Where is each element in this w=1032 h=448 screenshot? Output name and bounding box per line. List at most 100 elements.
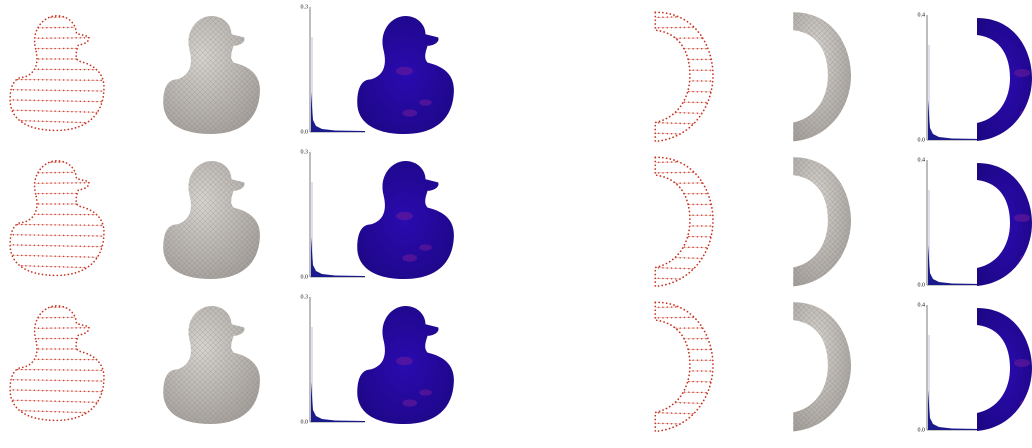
scan-lines bbox=[5, 306, 107, 424]
point-cloud bbox=[5, 306, 107, 424]
scan-line-thin bbox=[5, 110, 107, 113]
error-fill bbox=[977, 163, 1032, 286]
scan-lines bbox=[5, 16, 107, 134]
hist-min-label: 0.0 bbox=[918, 282, 926, 288]
scan-line-thin bbox=[5, 359, 107, 360]
scan-lines bbox=[650, 305, 755, 426]
scan-line-thin bbox=[5, 38, 107, 39]
error-spot bbox=[402, 399, 417, 406]
scan-line-thin bbox=[5, 380, 107, 382]
error-spot bbox=[987, 331, 997, 336]
hist-max-label: 0.4 bbox=[918, 302, 926, 308]
error-spot bbox=[396, 357, 413, 365]
point-cloud bbox=[5, 16, 107, 134]
error-spot bbox=[368, 182, 379, 187]
scan-line-thin bbox=[650, 15, 755, 17]
scan-line-thin bbox=[650, 278, 755, 282]
error-map bbox=[357, 161, 454, 279]
hist-bars bbox=[311, 237, 365, 277]
scan-lines bbox=[5, 161, 107, 279]
scan-line-thin bbox=[650, 171, 755, 173]
scan-line-thin bbox=[5, 420, 107, 424]
scan-line-thin bbox=[650, 122, 755, 125]
error-spot bbox=[1014, 69, 1030, 77]
figure-row: 0.30.00.40.0 bbox=[5, 4, 1032, 143]
error-spot bbox=[419, 389, 432, 395]
scan-line-thin bbox=[650, 257, 755, 260]
scan-line-thin bbox=[650, 392, 755, 394]
error-map bbox=[357, 306, 454, 424]
hist-min-label: 0.0 bbox=[918, 137, 926, 143]
scan-line-thin bbox=[650, 305, 755, 307]
scan-line-thin bbox=[5, 338, 107, 339]
scan-line-thin bbox=[650, 70, 755, 71]
mesh-wire bbox=[793, 302, 851, 431]
mesh bbox=[793, 12, 851, 141]
error-spot bbox=[396, 212, 413, 220]
mesh bbox=[163, 16, 260, 134]
hist-bars bbox=[928, 100, 982, 140]
mesh bbox=[163, 306, 260, 424]
error-map bbox=[977, 163, 1032, 286]
scan-line-thin bbox=[5, 100, 107, 102]
error-spot bbox=[987, 186, 997, 191]
mesh-wire bbox=[163, 161, 260, 279]
scan-line-thin bbox=[5, 193, 107, 194]
figure-row: 0.3 0.0 0.4 0.0 bbox=[5, 149, 1032, 288]
hist-max-label: 0.4 bbox=[918, 12, 926, 18]
hist-min-label: 0.0 bbox=[918, 427, 926, 433]
error-spot bbox=[419, 244, 432, 250]
hist-min-label: 0.0 bbox=[301, 274, 309, 280]
point-cloud bbox=[5, 161, 107, 279]
scan-line-thin bbox=[650, 371, 755, 372]
outline-points bbox=[10, 306, 104, 421]
mesh bbox=[793, 157, 851, 286]
scan-line-thin bbox=[5, 265, 107, 268]
hist-bars bbox=[928, 390, 982, 430]
scan-line-thin bbox=[650, 381, 755, 383]
scan-line-thin bbox=[650, 48, 755, 49]
error-spot bbox=[368, 37, 379, 42]
scan-line bbox=[650, 112, 755, 115]
error-spot bbox=[396, 67, 413, 75]
scan-line-thin bbox=[650, 160, 755, 162]
scan-line-thin bbox=[650, 215, 755, 216]
outline-points bbox=[655, 12, 713, 141]
scan-line-thin bbox=[650, 338, 755, 339]
scan-line-thin bbox=[5, 328, 107, 329]
point-cloud bbox=[650, 302, 755, 431]
error-map bbox=[357, 16, 454, 134]
error-fill bbox=[977, 308, 1032, 431]
error-spot bbox=[419, 99, 432, 105]
scan-line-thin bbox=[5, 172, 107, 174]
hist-bars bbox=[311, 382, 365, 422]
hist-bars bbox=[928, 245, 982, 285]
scan-line-thin bbox=[5, 79, 107, 80]
hist-min-label: 0.0 bbox=[301, 129, 309, 135]
scan-line-thin bbox=[650, 133, 755, 137]
mesh-wire bbox=[163, 16, 260, 134]
scan-line-thin bbox=[650, 402, 755, 405]
page: 0.30.00.40.00.30.00.40.00.30.00.40.0 (()… bbox=[0, 0, 1032, 443]
point-cloud bbox=[650, 12, 755, 141]
scan-line-thin bbox=[650, 112, 755, 115]
hist-max-label: 0.4 bbox=[918, 157, 926, 163]
hist-max-label: 0.3 bbox=[301, 149, 309, 155]
scan-line-thin bbox=[5, 245, 107, 247]
error-spot bbox=[1014, 214, 1030, 222]
error-spot bbox=[402, 109, 417, 116]
scan-line-thin bbox=[650, 423, 755, 427]
mesh-wire bbox=[793, 157, 851, 286]
scan-line-thin bbox=[5, 275, 107, 279]
scan-line-thin bbox=[5, 400, 107, 403]
error-fill bbox=[977, 18, 1032, 141]
outline-points bbox=[655, 157, 713, 286]
scan-line-thin bbox=[5, 48, 107, 49]
mesh-wire bbox=[793, 12, 851, 141]
mesh-wire bbox=[163, 306, 260, 424]
scan-line bbox=[5, 130, 107, 134]
scan-line bbox=[5, 420, 107, 424]
scan-line-thin bbox=[5, 390, 107, 392]
mesh bbox=[793, 302, 851, 431]
scan-line-thin bbox=[5, 235, 107, 237]
